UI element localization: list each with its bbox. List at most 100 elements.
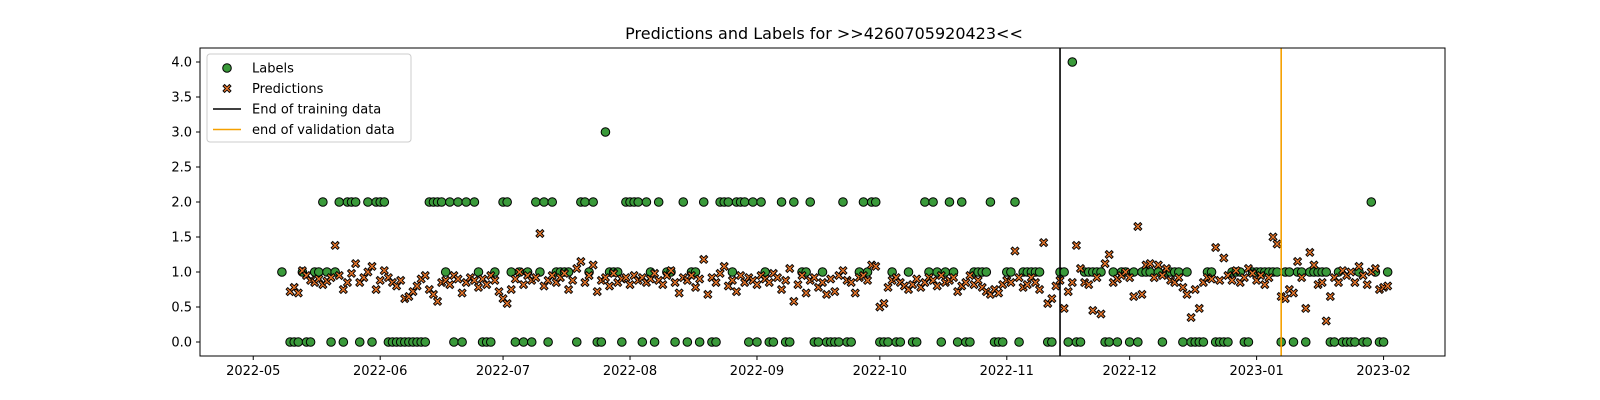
label-point	[727, 267, 738, 277]
label-point	[440, 267, 451, 277]
prediction-point	[797, 270, 807, 281]
label-point	[670, 337, 680, 347]
prediction-point	[674, 288, 684, 298]
y-tick-label: 0.0	[171, 336, 192, 351]
prediction-point	[1161, 263, 1172, 274]
prediction-point	[973, 275, 983, 286]
prediction-point	[1104, 249, 1114, 260]
label-point	[944, 197, 955, 207]
prediction-point	[1206, 274, 1217, 284]
y-tick-label: 2.0	[171, 196, 192, 211]
prediction-point	[1231, 265, 1241, 276]
x-tick-label: 2023-01	[1229, 364, 1283, 379]
label-point	[518, 337, 529, 347]
label-point	[445, 197, 455, 207]
prediction-point	[1362, 279, 1372, 290]
label-point	[817, 267, 828, 277]
prediction-point	[514, 267, 525, 277]
prediction-point	[1186, 312, 1196, 323]
prediction-point	[490, 275, 500, 286]
prediction-point	[776, 284, 787, 295]
plot-area	[277, 48, 1393, 356]
prediction-point	[1047, 293, 1057, 304]
x-tick-label: 2022-05	[226, 364, 280, 379]
prediction-point	[1063, 286, 1073, 297]
prediction-point	[912, 274, 922, 284]
label-point	[617, 337, 627, 347]
prediction-point	[432, 296, 443, 307]
prediction-point	[719, 261, 729, 272]
label-point	[633, 197, 644, 207]
prediction-point	[1182, 289, 1192, 300]
label-point	[858, 197, 869, 207]
legend: Labels Predictions End of training data end…	[206, 53, 412, 143]
label-point	[379, 197, 390, 207]
prediction-point	[473, 282, 484, 293]
x-tick-label: 2022-11	[980, 364, 1034, 379]
label-point	[883, 337, 893, 347]
label-point	[526, 337, 537, 347]
label-point	[367, 337, 377, 347]
label-point	[1006, 267, 1016, 277]
prediction-point	[1317, 277, 1327, 288]
prediction-point	[338, 284, 348, 295]
prediction-point	[789, 296, 799, 307]
label-point	[981, 267, 992, 277]
label-point	[711, 337, 721, 347]
label-point	[1378, 337, 1389, 347]
prediction-point	[1071, 240, 1082, 251]
prediction-point	[576, 256, 586, 267]
prediction-point	[326, 272, 336, 283]
legend-predictions-marker	[222, 83, 232, 94]
prediction-point	[1280, 293, 1290, 304]
prediction-point	[715, 268, 725, 279]
label-point	[1133, 337, 1143, 347]
label-point	[1243, 337, 1254, 347]
prediction-point	[727, 275, 738, 286]
x-axis: 2022-05 2022-06 2022-07 2022-08 2022-09 2022-…	[226, 356, 1411, 379]
label-point	[920, 197, 930, 207]
label-point	[1034, 267, 1045, 277]
label-point	[277, 267, 287, 277]
prediction-point	[1325, 291, 1335, 302]
label-point	[354, 337, 365, 347]
label-point	[834, 337, 844, 347]
prediction-point	[932, 281, 942, 291]
prediction-point	[604, 281, 615, 291]
label-point	[784, 337, 795, 347]
label-point	[485, 337, 496, 347]
label-point	[1108, 267, 1119, 277]
label-point	[776, 197, 787, 207]
label-point	[1288, 337, 1299, 347]
prediction-point	[686, 270, 697, 281]
label-point	[1059, 267, 1069, 277]
prediction-point	[379, 265, 389, 276]
label-point	[1063, 337, 1074, 347]
prediction-point	[1190, 284, 1200, 295]
prediction-point	[1125, 272, 1135, 283]
label-point	[641, 197, 652, 207]
label-point	[1014, 337, 1024, 347]
label-point	[956, 197, 967, 207]
label-point	[326, 337, 336, 347]
prediction-point	[879, 298, 889, 309]
prediction-point	[371, 284, 381, 295]
prediction-point	[375, 275, 385, 286]
label-point	[506, 267, 517, 277]
label-point	[739, 197, 750, 207]
label-point	[965, 337, 975, 347]
label-point	[543, 337, 553, 347]
label-point	[682, 337, 693, 347]
prediction-point	[883, 282, 893, 293]
label-point	[338, 337, 349, 347]
prediction-point	[592, 286, 602, 297]
prediction-point	[1075, 263, 1086, 274]
y-tick-label: 3.0	[171, 126, 192, 141]
prediction-point	[1100, 258, 1110, 269]
legend-label: Predictions	[252, 82, 324, 97]
label-point	[600, 127, 611, 137]
label-point	[1075, 337, 1086, 347]
prediction-point	[572, 263, 582, 274]
label-point	[510, 337, 521, 347]
